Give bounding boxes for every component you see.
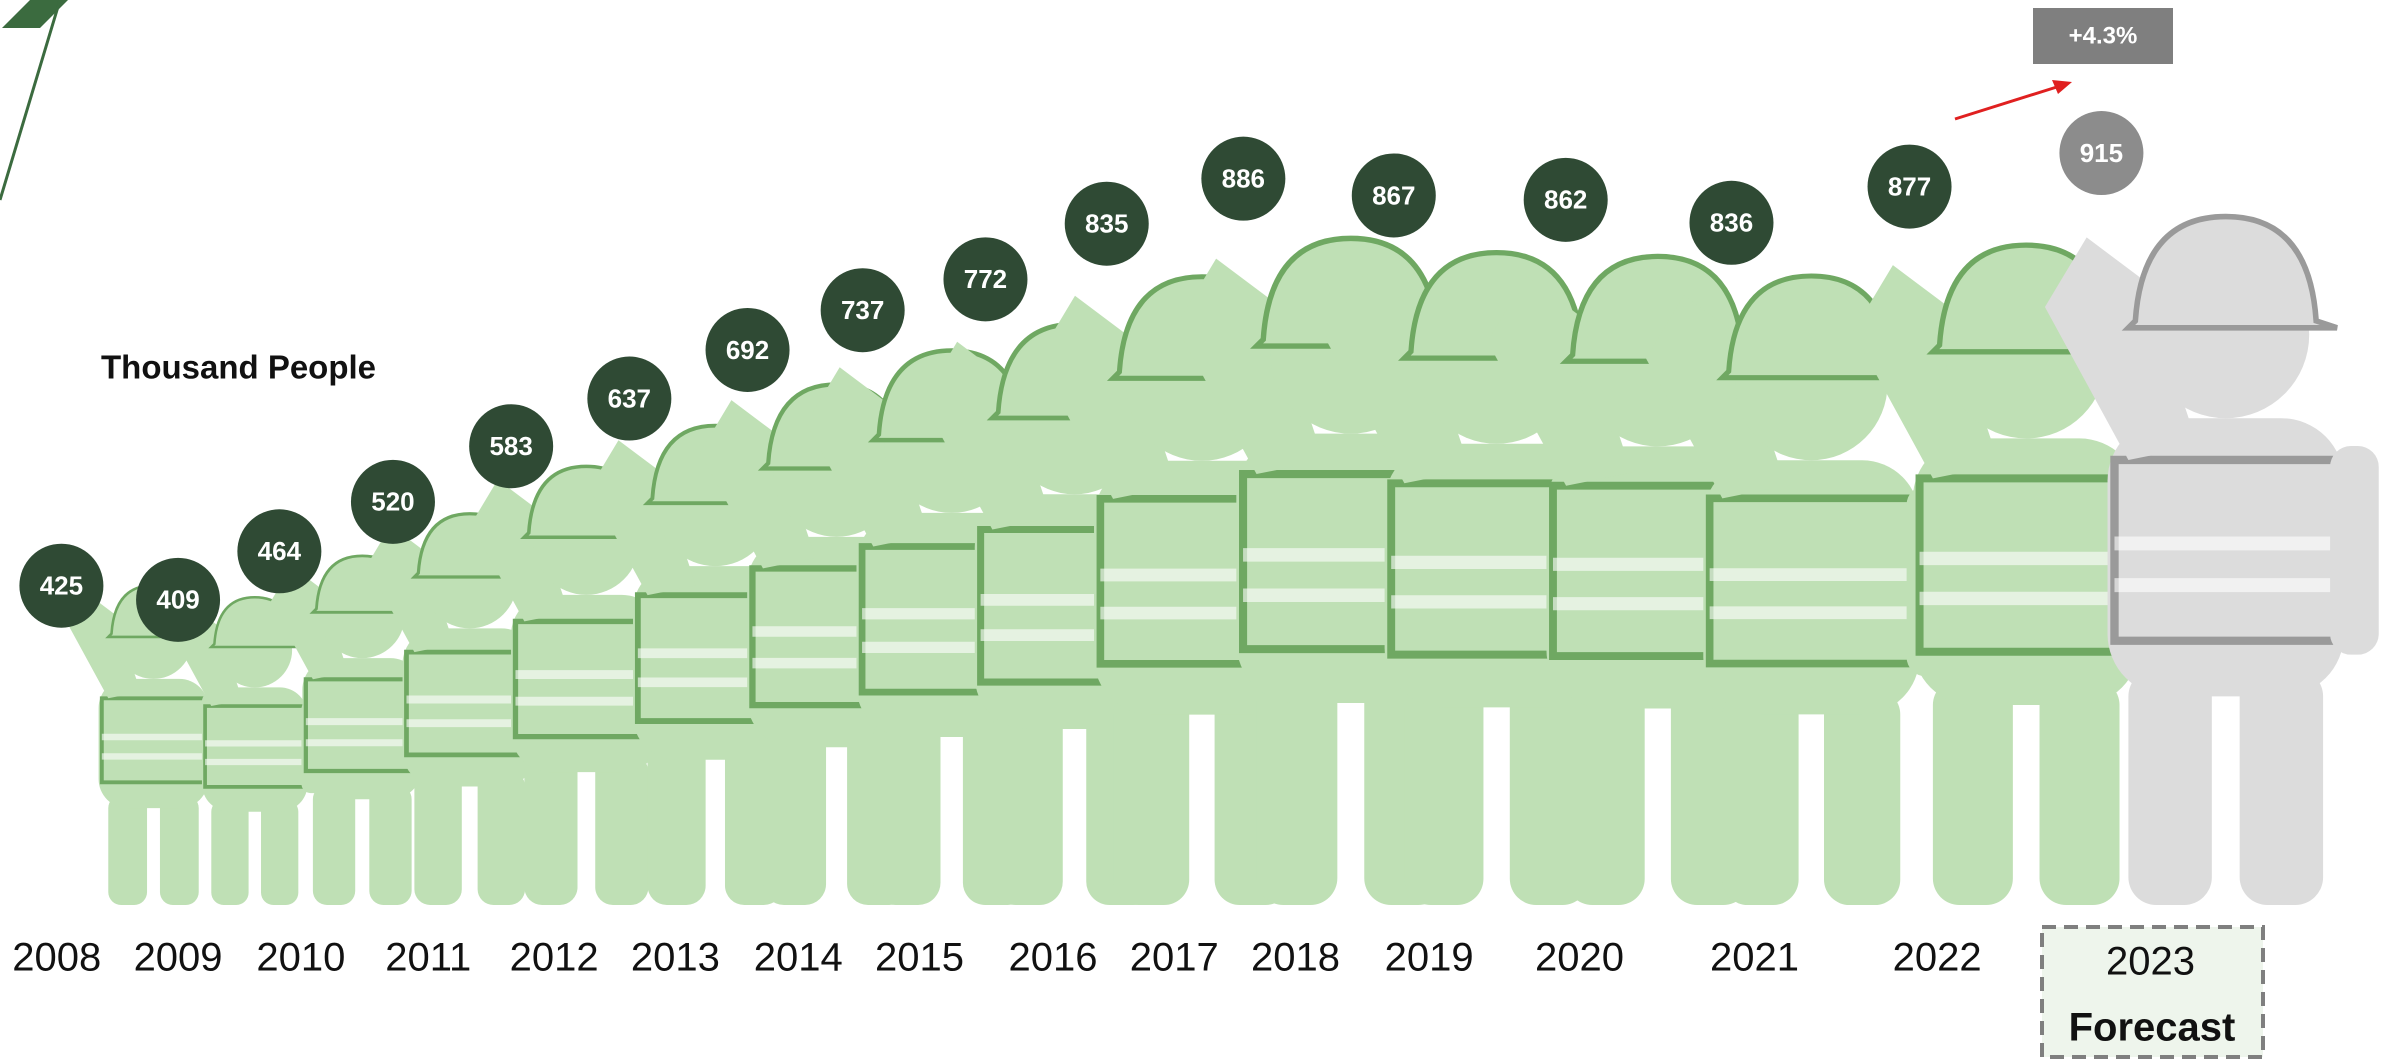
value-label: 835 [1085,209,1128,239]
leg [595,754,648,905]
x-tick-label: 2014 [754,936,843,980]
leg [763,726,826,905]
leg [369,785,411,905]
leg [1404,681,1483,905]
x-tick-label: 2023 [2106,940,2195,984]
leg [1824,689,1900,905]
leg [160,795,199,905]
x-tick-label: 2022 [1893,936,1982,980]
leg [2040,678,2120,905]
leg [648,740,706,905]
value-label: 637 [608,383,651,413]
leg [313,785,355,905]
x-tick-label: 2017 [1130,936,1219,980]
value-label: 915 [2080,138,2123,168]
vest [306,679,419,771]
figures [70,217,2379,905]
forecast-label: Forecast [2069,1006,2236,1050]
value-label: 867 [1372,180,1415,210]
value-label: 409 [156,585,199,615]
leg [414,771,461,905]
value-label: 464 [258,536,302,566]
value-label: 772 [964,264,1007,294]
x-tick-label: 2020 [1535,936,1624,980]
x-tick-label: 2008 [12,936,101,980]
unit-label: Thousand People [101,349,376,386]
leg [1257,676,1338,905]
chart: Thousand People Forecast +4.3% 425 2008 40… [0,0,2395,1061]
x-tick-label: 2013 [631,936,720,980]
helmet [2128,217,2337,328]
value-label: 886 [1222,164,1265,194]
x-tick-label: 2012 [510,936,599,980]
trend-arrow [1955,86,2060,119]
vest [1920,478,2133,651]
leg [211,799,248,905]
value-label: 836 [1710,208,1753,238]
corner-line [0,0,60,200]
x-tick-label: 2009 [134,936,223,980]
x-tick-label: 2021 [1710,936,1799,980]
leg [873,715,940,905]
arm [2330,446,2379,655]
leg [261,799,298,905]
value-label: 692 [726,335,769,365]
leg [2128,669,2211,905]
leg [2240,669,2323,905]
leg [1933,678,2013,905]
x-tick-label: 2016 [1009,936,1098,980]
leg [108,795,147,905]
leg [1113,689,1189,905]
arrow-head [2052,80,2072,94]
value-label: 862 [1544,185,1587,215]
value-label: 877 [1888,171,1931,201]
leg [524,754,577,905]
value-label: 520 [371,487,414,517]
leg [992,706,1062,905]
x-tick-label: 2010 [256,936,345,980]
vest [102,698,205,782]
value-label: 425 [40,571,83,601]
x-tick-label: 2018 [1251,936,1340,980]
x-tick-label: 2011 [385,936,471,980]
annotation: +4.3% [2069,22,2138,49]
value-label: 737 [841,295,884,325]
leg [478,771,525,905]
x-tick-label: 2015 [875,936,964,980]
value-label: 583 [489,431,532,461]
leg [1722,689,1798,905]
x-tick-label: 2019 [1385,936,1474,980]
leg [1566,682,1645,905]
